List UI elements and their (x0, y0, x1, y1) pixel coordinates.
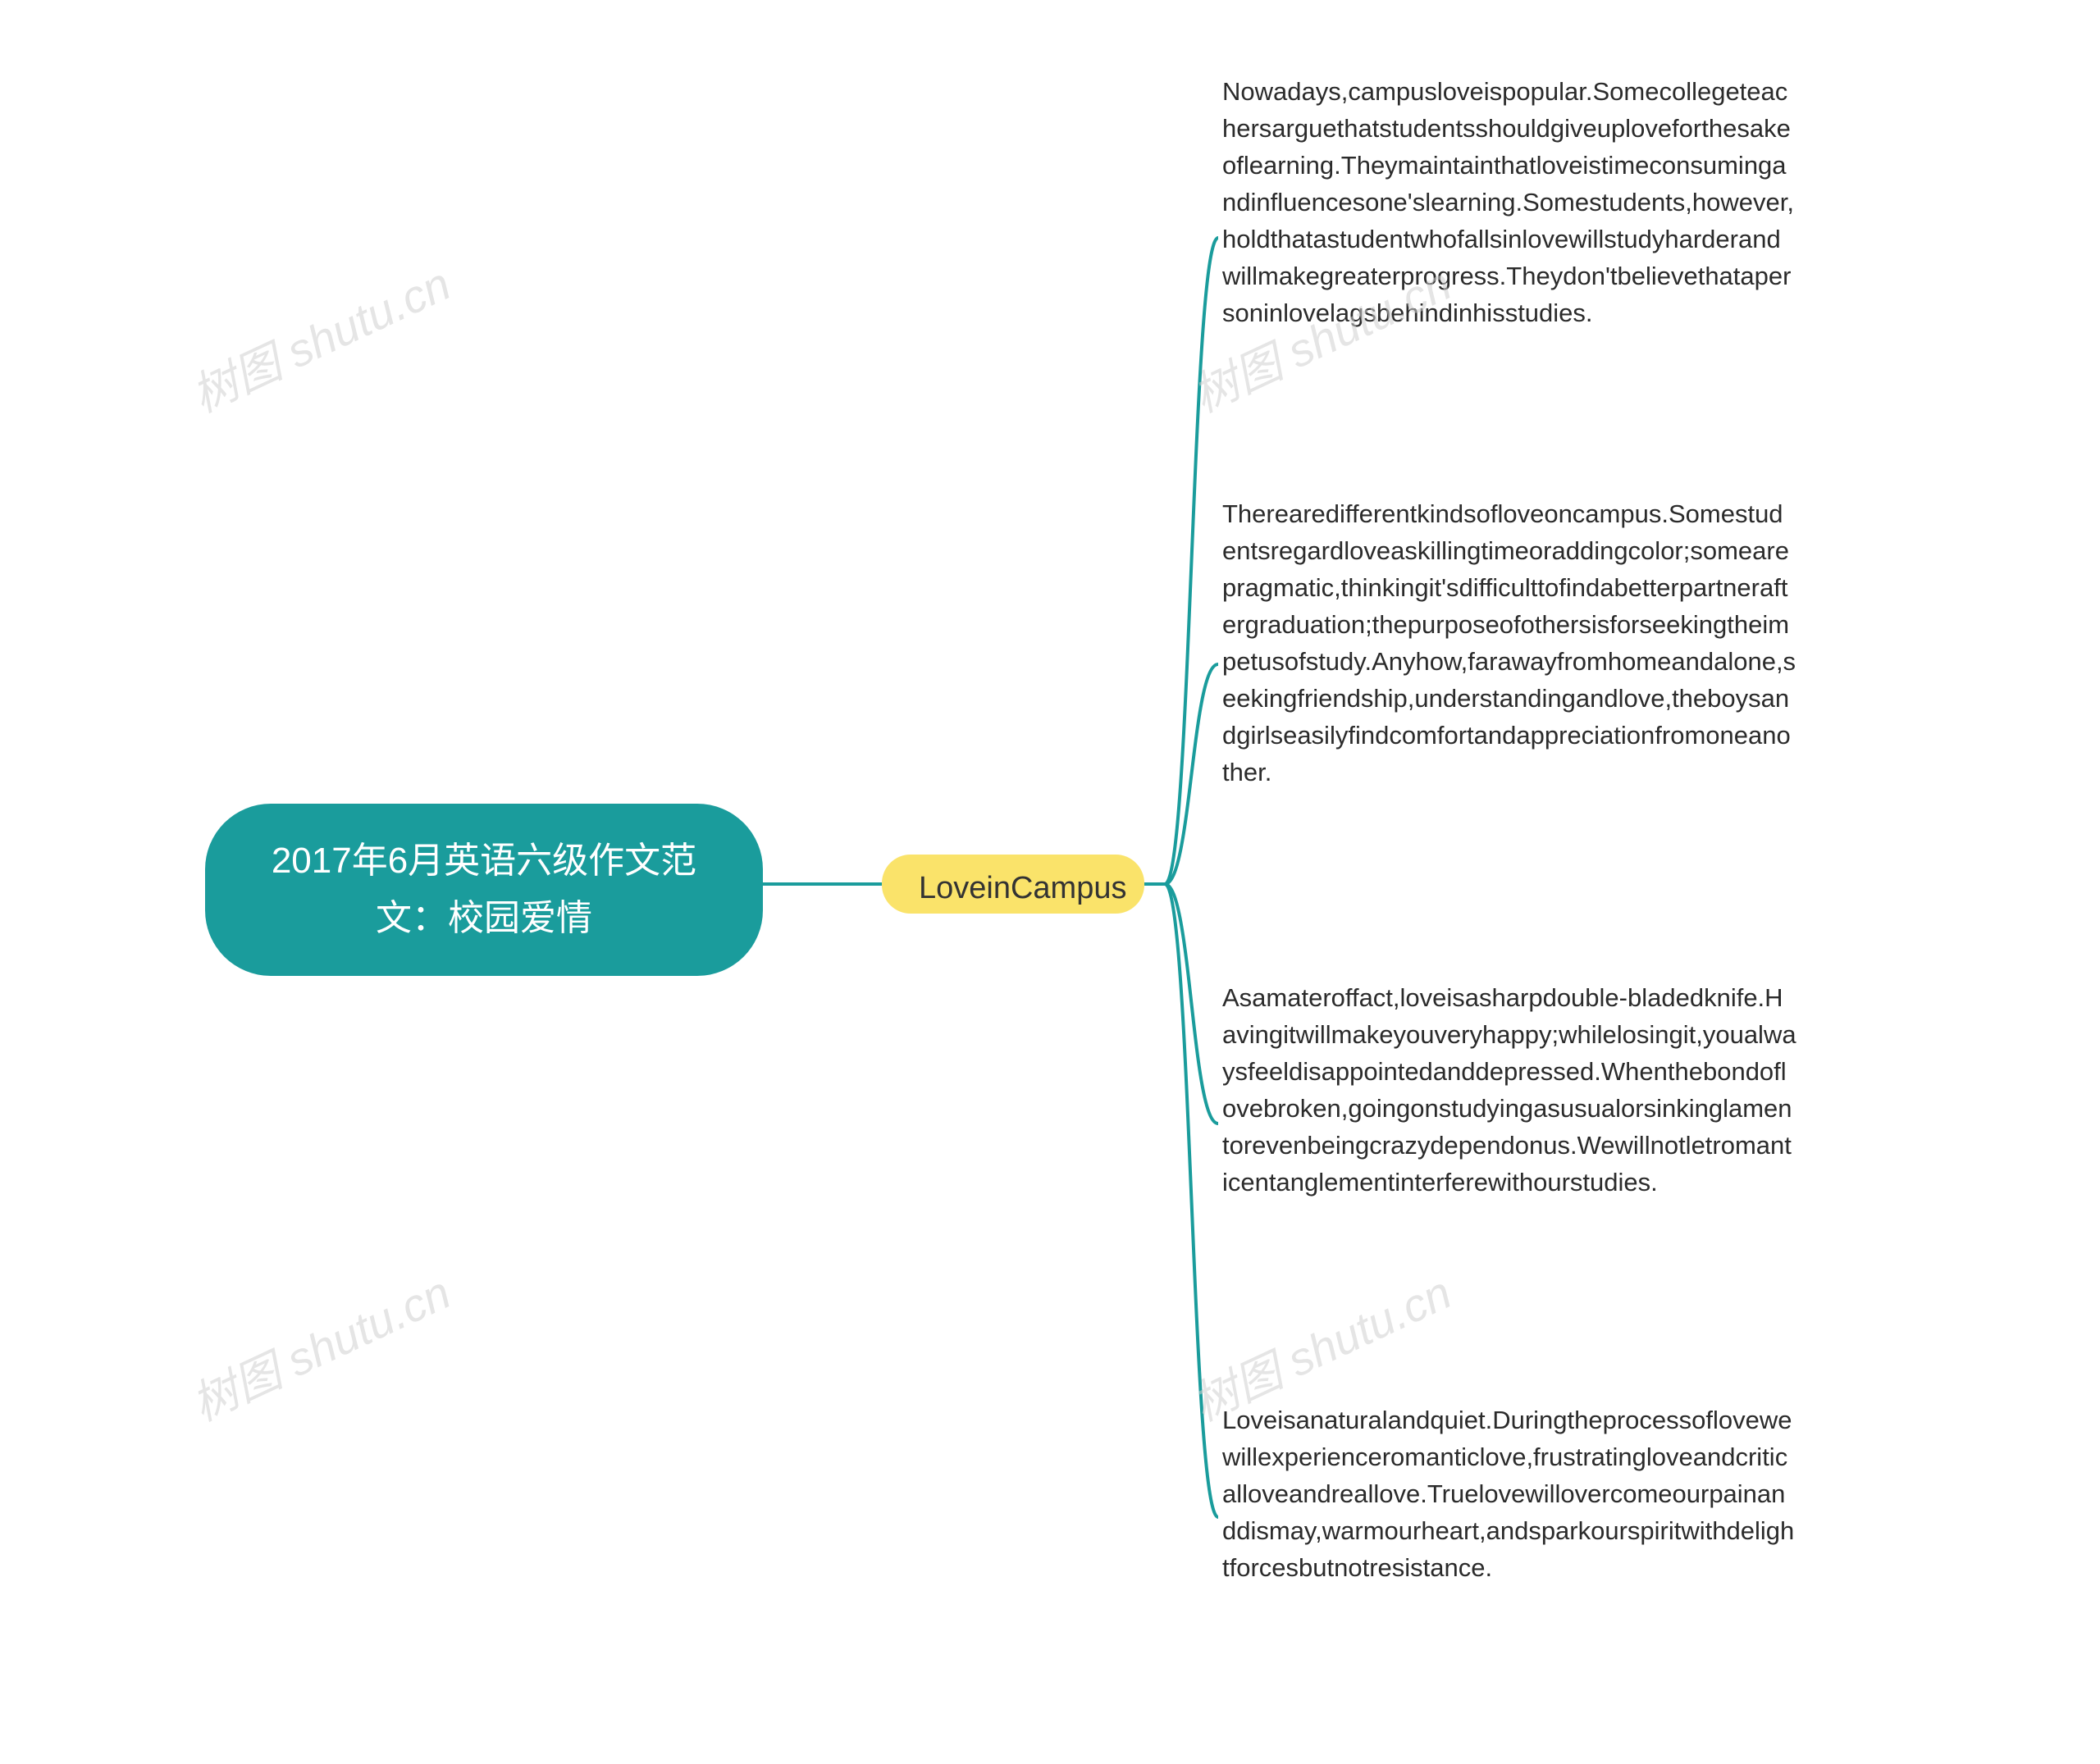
leaf-node-3[interactable]: Loveisanaturalandquiet.Duringtheprocesso… (1222, 1402, 1796, 1587)
sub-node-label: LoveinCampus (919, 871, 1126, 905)
root-node-label: 2017年6月英语六级作文范文：校园爱情 (262, 832, 705, 948)
root-node[interactable]: 2017年6月英语六级作文范文：校园爱情 (205, 804, 763, 976)
leaf-node-2[interactable]: Asamateroffact,loveisasharpdouble-bladed… (1222, 980, 1796, 1201)
watermark-0: 树图 shutu.cn (180, 248, 460, 426)
leaf-node-0[interactable]: Nowadays,campusloveispopular.Somecollege… (1222, 74, 1796, 332)
watermark-2: 树图 shutu.cn (180, 1256, 460, 1434)
sub-node[interactable]: LoveinCampus (882, 855, 1144, 914)
leaf-node-1[interactable]: Therearedifferentkindsofloveoncampus.Som… (1222, 496, 1796, 791)
